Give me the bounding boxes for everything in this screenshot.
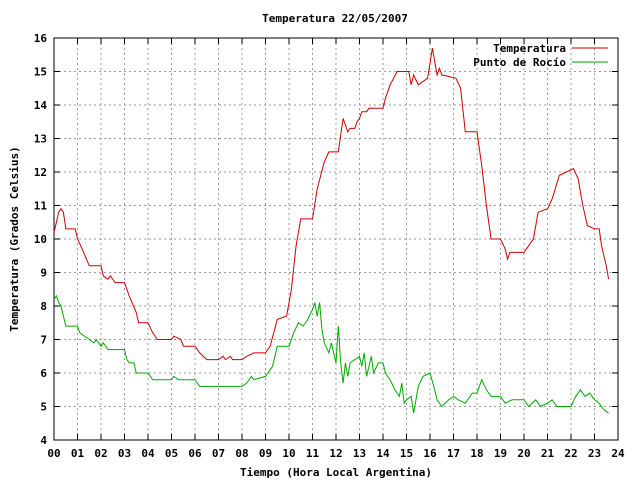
legend-label-1: Temperatura — [493, 42, 566, 55]
x-tick-label: 11 — [306, 447, 320, 460]
x-tick-label: 04 — [141, 447, 155, 460]
y-tick-label: 5 — [40, 401, 47, 414]
x-tick-label: 17 — [447, 447, 460, 460]
x-tick-label: 22 — [564, 447, 577, 460]
x-tick-label: 21 — [541, 447, 555, 460]
x-tick-label: 20 — [517, 447, 530, 460]
y-tick-label: 4 — [40, 434, 47, 447]
x-tick-label: 12 — [329, 447, 342, 460]
grid-lines — [54, 38, 618, 440]
x-axis-label: Tiempo (Hora Local Argentina) — [240, 466, 432, 479]
x-tick-label: 02 — [94, 447, 107, 460]
x-tick-label: 15 — [400, 447, 413, 460]
x-tick-label: 14 — [376, 447, 390, 460]
y-axis-label: Temperatura (Grados Celsius) — [8, 146, 21, 331]
x-tick-label: 16 — [423, 447, 437, 460]
x-tick-label: 10 — [282, 447, 295, 460]
y-tick-label: 14 — [34, 99, 48, 112]
series-line-2 — [53, 294, 609, 414]
x-tick-label: 09 — [259, 447, 272, 460]
y-tick-label: 11 — [34, 200, 48, 213]
x-tick-label: 07 — [212, 447, 225, 460]
x-tick-label: 03 — [118, 447, 131, 460]
x-tick-label: 23 — [588, 447, 601, 460]
x-tick-label: 24 — [611, 447, 625, 460]
x-tick-label: 08 — [235, 447, 248, 460]
y-tick-label: 6 — [40, 367, 47, 380]
y-tick-label: 9 — [40, 267, 47, 280]
chart-title: Temperatura 22/05/2007 — [262, 12, 408, 25]
x-tick-label: 19 — [494, 447, 507, 460]
legend-label-2: Punto de Rocío — [473, 56, 566, 69]
x-tick-label: 13 — [353, 447, 366, 460]
x-tick-label: 01 — [71, 447, 85, 460]
series-group — [53, 48, 610, 414]
y-tick-label: 16 — [34, 32, 48, 45]
y-tick-label: 13 — [34, 133, 47, 146]
series-line-1 — [53, 48, 610, 361]
y-tick-label: 10 — [34, 233, 47, 246]
y-tick-label: 8 — [40, 300, 47, 313]
y-tick-label: 15 — [34, 66, 47, 79]
x-tick-label: 00 — [47, 447, 60, 460]
x-tick-label: 18 — [470, 447, 483, 460]
axis-ticks: 4 5 6 7 8 9 10 11 12 13 14 15 16 00 01 02 03 04 05 06 07 08 09… — [34, 32, 625, 460]
x-tick-label: 06 — [188, 447, 202, 460]
y-tick-label: 7 — [40, 334, 47, 347]
y-tick-label: 12 — [34, 166, 47, 179]
x-tick-label: 05 — [165, 447, 178, 460]
